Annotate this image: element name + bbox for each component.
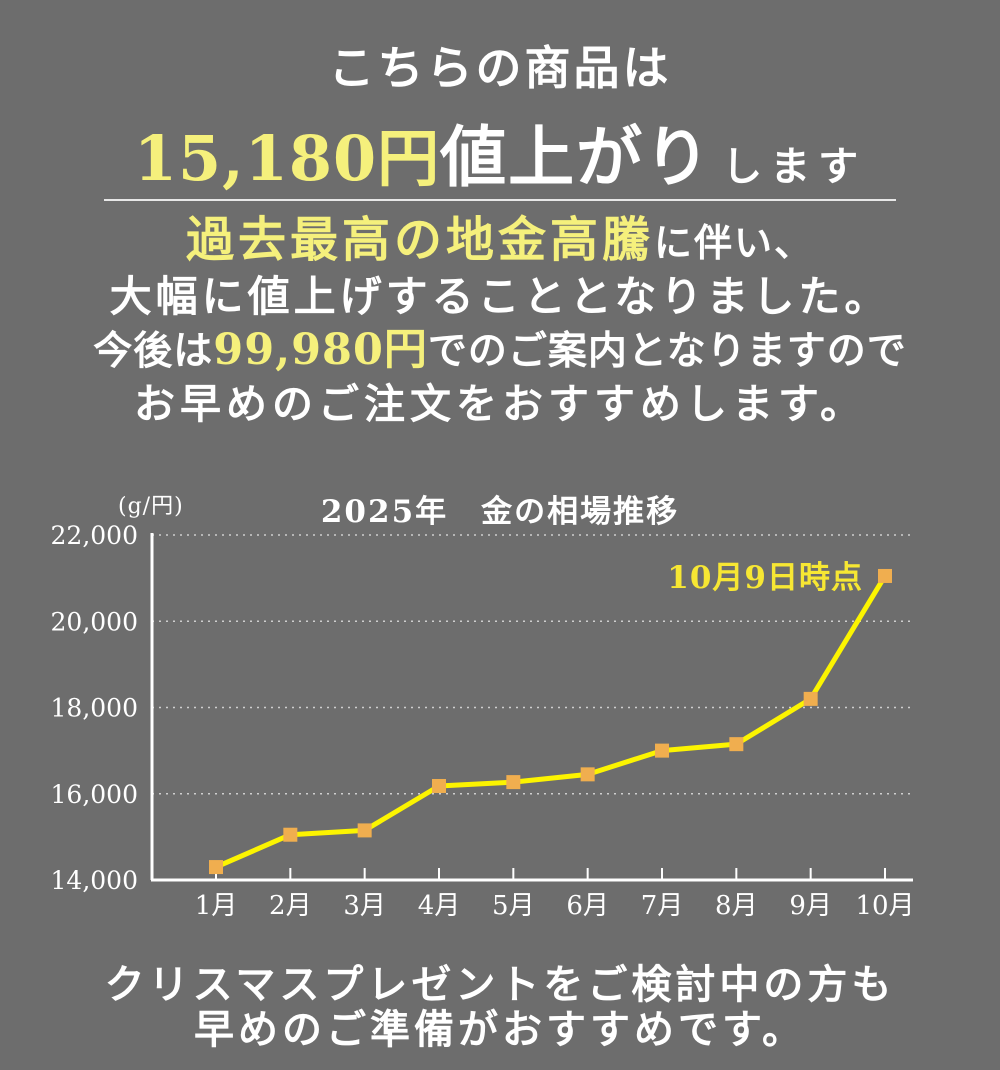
- chart-marker: [209, 860, 223, 875]
- copy-line-4: お早めのご注文をおすすめします。: [134, 380, 866, 428]
- y-tick-label: 18,000: [51, 694, 138, 723]
- y-tick-label: 22,000: [51, 521, 138, 550]
- header-price-line: 15,180円値上がり します: [0, 104, 1000, 200]
- copy-line-2: 大幅に値上げすることとなりました。: [109, 272, 891, 321]
- header: こちらの商品は 15,180円値上がり します: [0, 32, 1000, 200]
- x-tick-label: 2月: [269, 891, 312, 921]
- chart-marker: [283, 827, 298, 842]
- chart-marker: [655, 743, 669, 758]
- price-increase-suffix: します: [722, 143, 867, 190]
- x-tick-label: 4月: [418, 891, 461, 921]
- chart-unit-label: (g/円): [118, 494, 184, 519]
- x-tick-label: 10月: [855, 891, 914, 921]
- gold-price-chart: (g/円) 2025年 金の相場推移 14,000 16,000 18,000 20,…: [0, 470, 1000, 940]
- copy-line-3: 今後は99,980円でのご案内となりますので: [0, 324, 1000, 378]
- copy-line-1-highlight: 過去最高の地金高騰: [185, 212, 654, 268]
- chart-marker: [729, 737, 744, 752]
- copy-line-3-prefix: 今後は: [93, 328, 214, 374]
- chart-annotation: 10月9日時点: [667, 560, 863, 596]
- chart-marker: [357, 823, 372, 838]
- x-tick-label: 1月: [195, 891, 238, 921]
- y-tick-label: 16,000: [51, 780, 138, 809]
- footer-line-1: クリスマスプレゼントをご検討中の方も: [104, 961, 896, 1008]
- chart-line: [213, 573, 888, 870]
- x-tick-label: 3月: [343, 891, 386, 921]
- x-tick-label: 5月: [492, 891, 535, 921]
- x-tick-label: 6月: [566, 891, 609, 921]
- chart-canvas: 14,000 16,000 18,000 20,000 22,000 1月 2月 3月 4月 5月…: [51, 521, 915, 921]
- divider-line: [104, 199, 896, 201]
- chart-marker: [432, 778, 446, 793]
- price-increase-verb: 値上がり: [440, 118, 713, 196]
- copy-line-3-suffix: でのご案内となりますので: [427, 328, 907, 374]
- new-price-amount: 99,980円: [213, 325, 428, 375]
- copy-line-1: 過去最高の地金高騰に伴い、: [0, 213, 1000, 270]
- price-increase-amount: 15,180円: [133, 122, 441, 195]
- chart-marker: [803, 691, 818, 706]
- footer-line-2: 早めのご準備がおすすめです。: [194, 1006, 806, 1053]
- body-copy: 過去最高の地金高騰に伴い、 大幅に値上げすることとなりました。 今後は99,98…: [0, 213, 1000, 430]
- copy-line-1-rest: に伴い、: [654, 220, 815, 265]
- chart-marker: [878, 568, 892, 583]
- y-tick-label: 20,000: [51, 607, 138, 636]
- chart-title: 2025年 金の相場推移: [320, 494, 680, 530]
- footer: クリスマスプレゼントをご検討中の方も 早めのご準備がおすすめです。: [0, 962, 1000, 1052]
- x-tick-label: 8月: [715, 891, 758, 921]
- chart-marker: [506, 775, 521, 790]
- y-tick-label: 14,000: [51, 866, 138, 895]
- x-tick-label: 7月: [641, 891, 684, 921]
- header-intro-text: こちらの商品は: [328, 41, 672, 95]
- x-tick-label: 9月: [789, 891, 832, 921]
- chart-marker: [580, 767, 595, 782]
